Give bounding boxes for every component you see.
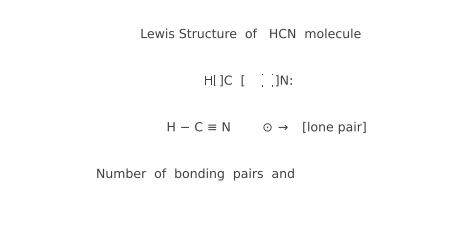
Text: Lewis Structure  of   HCN  molecule: Lewis Structure of HCN molecule (140, 28, 362, 41)
Text: ·: · (217, 72, 220, 82)
Text: ⊙: ⊙ (262, 121, 273, 134)
Text: ]N:: ]N: (275, 75, 293, 88)
Text: H[: H[ (204, 75, 218, 88)
Text: →: → (278, 121, 288, 134)
Text: [lone pair]: [lone pair] (298, 121, 367, 134)
Text: ·: · (261, 82, 264, 92)
Text: ·: · (261, 70, 264, 80)
Text: ·: · (271, 82, 274, 92)
Text: H − C ≡ N: H − C ≡ N (166, 121, 231, 134)
Text: ·: · (217, 81, 220, 91)
Text: ]C  [: ]C [ (219, 75, 246, 88)
Text: Number  of  bonding  pairs  and: Number of bonding pairs and (96, 168, 295, 181)
Text: ·: · (271, 70, 274, 80)
